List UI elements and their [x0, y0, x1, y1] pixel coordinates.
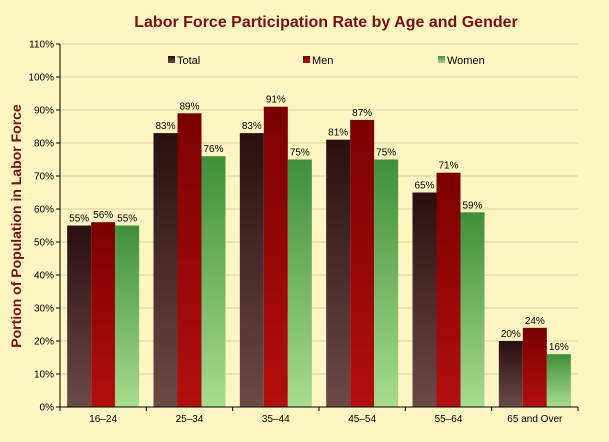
data-label: 56% [93, 210, 113, 221]
y-tick-label: 60% [34, 205, 54, 216]
legend-swatch-women [438, 56, 445, 63]
legend-swatch-men [303, 56, 310, 63]
bar-total [153, 133, 178, 407]
data-label: 59% [462, 200, 482, 211]
y-tick-label: 70% [34, 172, 54, 183]
data-labels: 55% 56% 55% 83% 89% 76% 83% 91% 75% 81% 87% 75% 65% 7… [69, 95, 569, 354]
data-label: 16% [549, 342, 569, 353]
bar-total [239, 133, 264, 407]
y-tick-label: 0% [40, 403, 55, 414]
data-label: 89% [179, 101, 199, 112]
legend: Total Men Women [168, 55, 485, 67]
y-tick-label: 80% [34, 139, 54, 150]
y-tick-label: 10% [34, 370, 54, 381]
data-label: 91% [266, 95, 286, 106]
y-tick-label: 50% [34, 238, 54, 249]
x-tick-label: 65 and Over [507, 414, 563, 425]
data-label: 83% [155, 121, 175, 132]
bar-women [374, 159, 399, 407]
bar-men [522, 327, 547, 407]
y-tick-label: 100% [28, 73, 54, 84]
legend-swatch-total [168, 56, 175, 63]
bar-men [350, 119, 375, 408]
y-tick-label: 30% [34, 304, 54, 315]
y-axis-label: Portion of Population in Labor Force [8, 104, 24, 348]
data-label: 75% [290, 148, 310, 159]
x-tick-label: 16–24 [89, 414, 117, 425]
data-label: 87% [352, 108, 372, 119]
legend-label-total: Total [177, 55, 200, 67]
chart-title: Labor Force Participation Rate by Age an… [134, 14, 517, 31]
data-label: 71% [438, 161, 458, 172]
bar-men [177, 113, 202, 408]
y-tick-label: 20% [34, 337, 54, 348]
gridlines [60, 43, 578, 375]
legend-label-women: Women [447, 55, 485, 67]
bar-men [263, 106, 288, 407]
x-tick-label: 25–34 [176, 414, 204, 425]
data-label: 76% [203, 144, 223, 155]
bar-total [326, 139, 351, 407]
data-label: 81% [328, 128, 348, 139]
axes: 0% 10% 20% 30% 40% 50% 60% 70% 80% 90% 100% 110% 16–… [28, 40, 579, 425]
bar-women [287, 159, 312, 407]
y-tick-label: 110% [29, 40, 54, 51]
x-tick-label: 35–44 [262, 414, 290, 425]
data-label: 65% [414, 181, 434, 192]
bars [67, 106, 571, 408]
y-tick-label: 40% [34, 271, 54, 282]
bar-women [115, 225, 140, 407]
legend-label-men: Men [312, 55, 333, 67]
bar-total [67, 225, 92, 407]
x-tick-label: 45–54 [348, 414, 376, 425]
data-label: 24% [525, 316, 545, 327]
data-label: 20% [501, 329, 521, 340]
data-label: 55% [69, 214, 89, 225]
data-label: 75% [376, 148, 396, 159]
bar-women [460, 212, 485, 407]
x-tick-label: 55–64 [435, 414, 463, 425]
y-tick-label: 90% [34, 106, 54, 117]
bar-total [498, 341, 523, 407]
bar-men [436, 172, 461, 407]
bar-total [412, 192, 437, 407]
data-label: 83% [242, 121, 262, 132]
data-label: 55% [117, 214, 137, 225]
bar-men [91, 222, 116, 407]
bar-women [201, 156, 226, 407]
bar-women [546, 354, 571, 407]
